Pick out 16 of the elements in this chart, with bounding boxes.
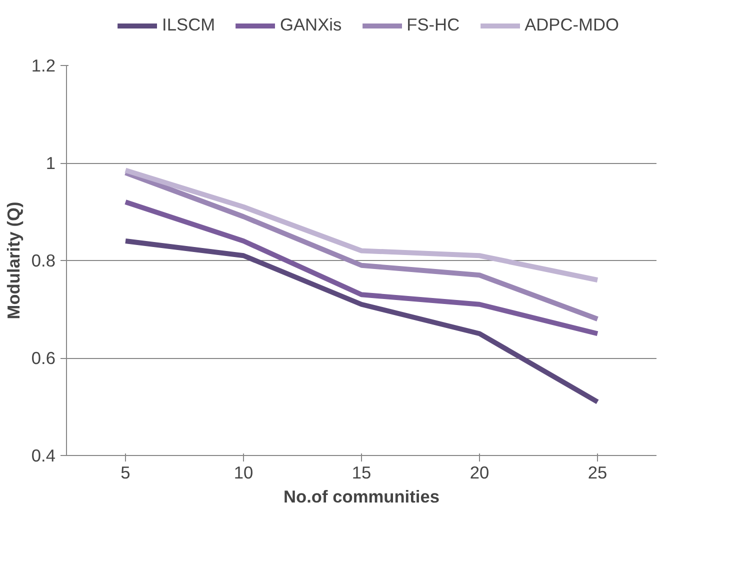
y-tick-label: 0.6 — [31, 348, 56, 368]
x-tick-label: 15 — [352, 462, 372, 482]
legend-label: GANXis — [280, 14, 342, 36]
y-tick-label: 0.8 — [31, 250, 56, 270]
x-tick-label: 25 — [588, 462, 608, 482]
legend-label: ADPC-MDO — [524, 14, 619, 36]
y-tick-label: 1 — [46, 153, 56, 173]
y-tick-label: 0.4 — [31, 446, 56, 466]
y-axis-title: Modularity (Q) — [3, 202, 24, 320]
legend-label: FS-HC — [406, 14, 460, 36]
x-tick-label: 5 — [120, 462, 130, 482]
x-axis-title: No.of communities — [284, 486, 440, 506]
x-tick-label: 10 — [234, 462, 254, 482]
legend-label: ILSCM — [162, 14, 216, 36]
x-tick-label: 20 — [470, 462, 490, 482]
y-tick-label: 1.2 — [31, 56, 56, 76]
